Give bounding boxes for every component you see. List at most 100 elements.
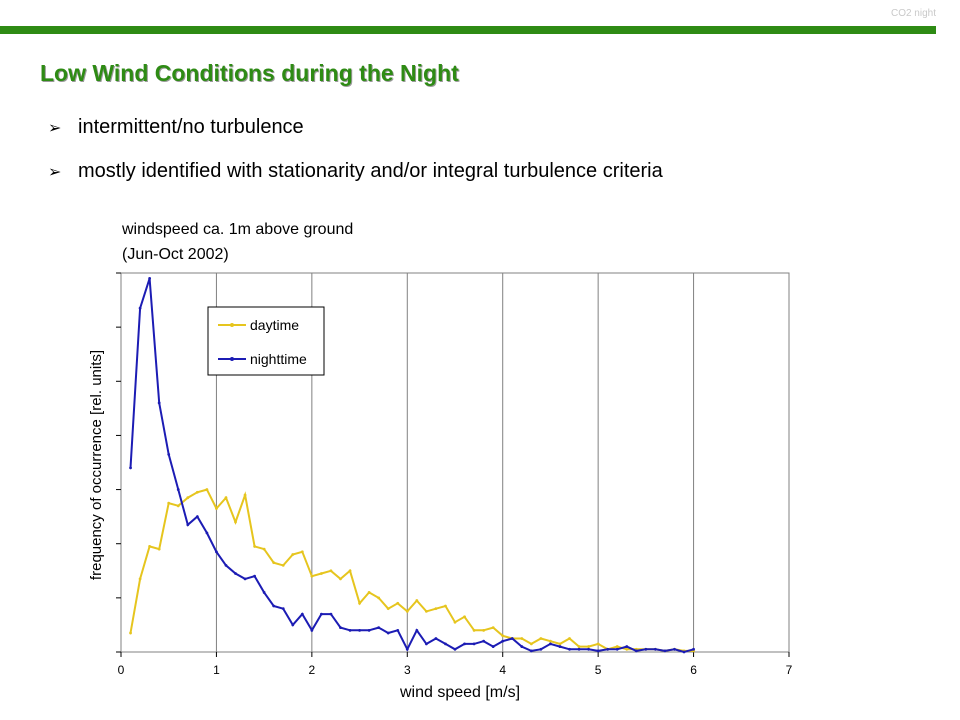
data-point-daytime	[491, 626, 495, 630]
data-point-nighttime	[491, 645, 495, 648]
data-point-nighttime	[501, 639, 505, 643]
data-point-nighttime	[520, 645, 524, 648]
data-point-nighttime	[205, 531, 209, 535]
data-point-nighttime	[195, 515, 199, 519]
slide-title: Low Wind Conditions during the Night	[40, 60, 459, 86]
data-point-nighttime	[186, 523, 190, 527]
chart-legend: daytime nighttime	[207, 306, 325, 376]
data-point-daytime	[262, 547, 266, 551]
data-point-daytime	[167, 501, 171, 505]
data-point-daytime	[453, 620, 457, 624]
data-point-daytime	[596, 642, 600, 646]
data-point-daytime	[310, 574, 314, 578]
plot-area: 0 1 2 3 4 5 6 7	[116, 272, 793, 677]
series-line-nighttime	[129, 278, 694, 654]
data-point-daytime	[520, 637, 524, 640]
data-point-daytime	[272, 561, 276, 565]
data-point-daytime	[549, 639, 552, 643]
data-point-daytime	[405, 609, 409, 613]
data-point-nighttime	[310, 628, 314, 632]
data-point-daytime	[205, 488, 209, 491]
legend-box	[207, 306, 325, 376]
data-point-nighttime	[453, 647, 457, 651]
title-accent-bar	[0, 26, 936, 34]
data-point-nighttime	[587, 647, 590, 651]
data-point-daytime	[281, 563, 285, 567]
data-point-daytime	[300, 550, 304, 554]
x-axis-label: wind speed [m/s]	[399, 684, 520, 701]
data-point-nighttime	[339, 626, 342, 630]
data-point-daytime	[501, 634, 505, 638]
data-point-daytime	[367, 591, 371, 594]
data-point-nighttime	[568, 647, 571, 651]
data-point-nighttime	[692, 647, 695, 651]
data-point-nighttime	[463, 642, 466, 646]
x-tick-label: 6	[690, 663, 697, 677]
data-point-nighttime	[157, 401, 161, 405]
data-point-daytime	[186, 496, 190, 500]
bullet-text: mostly identified with stationarity and/…	[78, 160, 663, 182]
data-point-daytime	[424, 609, 428, 613]
data-point-daytime	[615, 645, 619, 648]
data-point-nighttime	[176, 488, 180, 491]
arrow-bullet-icon: ➢	[48, 120, 62, 137]
data-point-daytime	[587, 645, 590, 648]
data-point-daytime	[243, 493, 247, 497]
data-point-daytime	[138, 577, 142, 581]
data-point-nighttime	[673, 647, 676, 651]
data-point-nighttime	[358, 628, 361, 632]
x-tick-label: 1	[213, 663, 220, 677]
data-point-nighttime	[482, 639, 486, 643]
data-point-daytime	[348, 569, 352, 573]
data-point-nighttime	[377, 626, 381, 630]
data-point-nighttime	[167, 452, 171, 456]
data-point-nighttime	[558, 645, 562, 648]
bullet-text: intermittent/no turbulence	[78, 116, 304, 138]
data-point-nighttime	[682, 650, 686, 654]
data-point-nighttime	[606, 647, 610, 651]
data-point-nighttime	[243, 577, 247, 581]
x-tick-label: 2	[309, 663, 316, 677]
data-point-daytime	[482, 628, 486, 632]
x-tick-label: 3	[404, 663, 411, 677]
slide-tag: CO2 night	[890, 8, 936, 19]
data-point-daytime	[176, 504, 180, 508]
data-point-nighttime	[444, 642, 447, 646]
data-point-daytime	[377, 596, 381, 600]
data-point-nighttime	[415, 628, 419, 632]
data-point-nighttime	[234, 572, 237, 575]
data-point-nighttime	[386, 631, 390, 635]
data-point-nighttime	[434, 637, 438, 640]
data-point-daytime	[434, 607, 438, 611]
data-point-nighttime	[281, 607, 285, 611]
x-tick-label: 5	[595, 663, 602, 677]
data-point-daytime	[472, 628, 476, 632]
data-point-daytime	[253, 545, 256, 548]
data-point-daytime	[463, 615, 466, 619]
x-tick-label: 4	[499, 663, 506, 677]
data-point-nighttime	[405, 647, 409, 651]
data-point-nighttime	[262, 591, 266, 594]
data-point-daytime	[215, 507, 218, 510]
data-point-daytime	[386, 607, 390, 611]
data-point-nighttime	[424, 642, 428, 646]
arrow-bullet-icon: ➢	[48, 164, 62, 181]
legend-label-nighttime: nighttime	[250, 351, 307, 367]
data-point-nighttime	[529, 649, 533, 653]
data-point-daytime	[358, 601, 361, 605]
legend-marker-nighttime	[230, 357, 234, 361]
data-point-daytime	[224, 496, 228, 500]
data-point-daytime	[129, 631, 132, 635]
data-point-nighttime	[549, 642, 552, 646]
data-point-daytime	[234, 520, 237, 524]
data-point-nighttime	[615, 647, 619, 651]
data-point-nighttime	[224, 563, 228, 567]
chart-title-line-2: (Jun-Oct 2002)	[122, 246, 229, 263]
plot-frame	[120, 272, 790, 653]
data-point-daytime	[568, 637, 571, 640]
data-point-nighttime	[654, 647, 657, 651]
data-point-nighttime	[472, 642, 476, 646]
data-point-daytime	[339, 577, 342, 581]
data-point-daytime	[539, 637, 543, 640]
data-point-daytime	[444, 604, 447, 608]
